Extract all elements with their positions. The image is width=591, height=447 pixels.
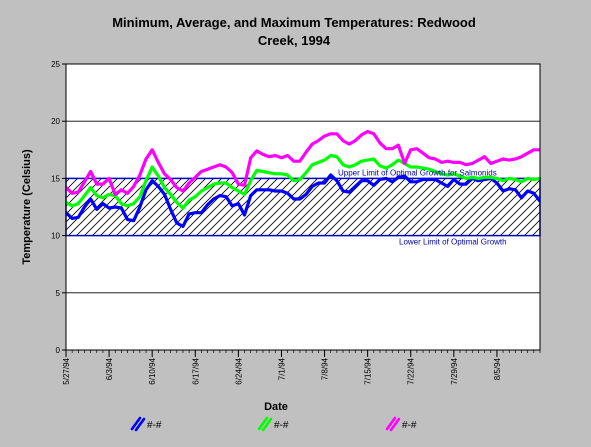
legend-label-2: #-# [274,420,289,431]
y-tick-label: 25 [51,60,60,69]
legend-label-3: #-# [402,420,417,431]
optimal-growth-band [65,177,541,237]
legend-swatch-3 [385,416,401,432]
legend-swatch-1 [130,416,146,432]
x-tick-label: 6/17/94 [191,357,200,384]
legend-swatch-2 [257,416,273,432]
legend-label-1: #-# [147,420,162,431]
x-tick-label: 6/3/94 [105,357,114,380]
x-tick-label: 6/10/94 [148,357,157,384]
x-axis-label: Date [264,401,288,413]
y-tick-label: 15 [51,174,60,183]
plot-frame [65,63,541,351]
x-tick-label: 7/22/94 [407,357,416,384]
x-tick-label: 5/27/94 [62,357,71,384]
x-tick-label: 6/24/94 [234,357,243,384]
chart-title-line1: Minimum, Average, and Maximum Temperatur… [112,15,476,30]
chart-title-line2: Creek, 1994 [258,33,331,48]
x-tick-label: 7/15/94 [364,357,373,384]
series-line-3 [66,129,540,196]
y-axis-label: Temperature (Celsius) [21,149,33,265]
series-lines [66,129,540,228]
series-line-1 [66,173,540,228]
upper-limit-label: Upper Limit of Optimal Growth for Salmon… [338,168,497,177]
lower-limit-label: Lower Limit of Optimal Growth [399,238,507,247]
y-tick-label: 5 [56,289,61,298]
legend: #-# #-# #-# [130,416,417,432]
x-tick-label: 7/1/94 [277,357,286,380]
y-tick-label: 20 [51,117,60,126]
y-tick-label: 0 [56,346,61,355]
x-tick-label: 7/8/94 [321,357,330,380]
x-tick-label: 7/29/94 [450,357,459,384]
y-tick-label: 10 [51,232,60,241]
x-tick-label: 8/5/94 [493,357,502,380]
series-line-2 [66,153,540,210]
